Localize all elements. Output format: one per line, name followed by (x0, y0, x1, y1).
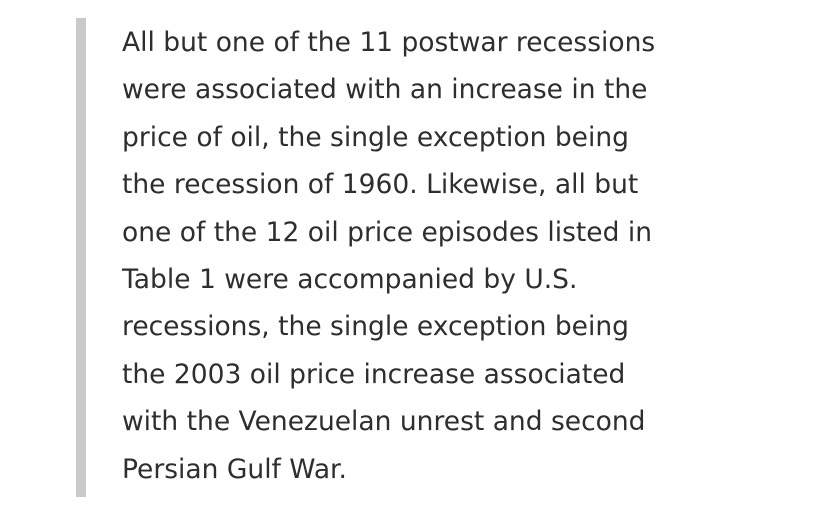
blockquote: All but one of the 11 postwar recessions… (122, 19, 655, 493)
quote-line: the 2003 oil price increase associated (122, 358, 626, 390)
quote-line: were associated with an increase in the (122, 74, 648, 106)
quote-line: with the Venezuelan unrest and second (122, 406, 646, 438)
quote-line: Persian Gulf War. (122, 453, 347, 485)
quote-line: price of oil, the single exception being (122, 121, 629, 153)
quote-line: All but one of the 11 postwar recessions (122, 27, 656, 58)
quote-line: the recession of 1960. Likewise, all but (122, 169, 639, 201)
quote-bar (76, 18, 86, 497)
quote-line: Table 1 were accompanied by U.S. (122, 264, 578, 296)
quote-line: one of the 12 oil price episodes listed … (122, 216, 652, 248)
quote-line: recessions, the single exception being (122, 311, 629, 343)
